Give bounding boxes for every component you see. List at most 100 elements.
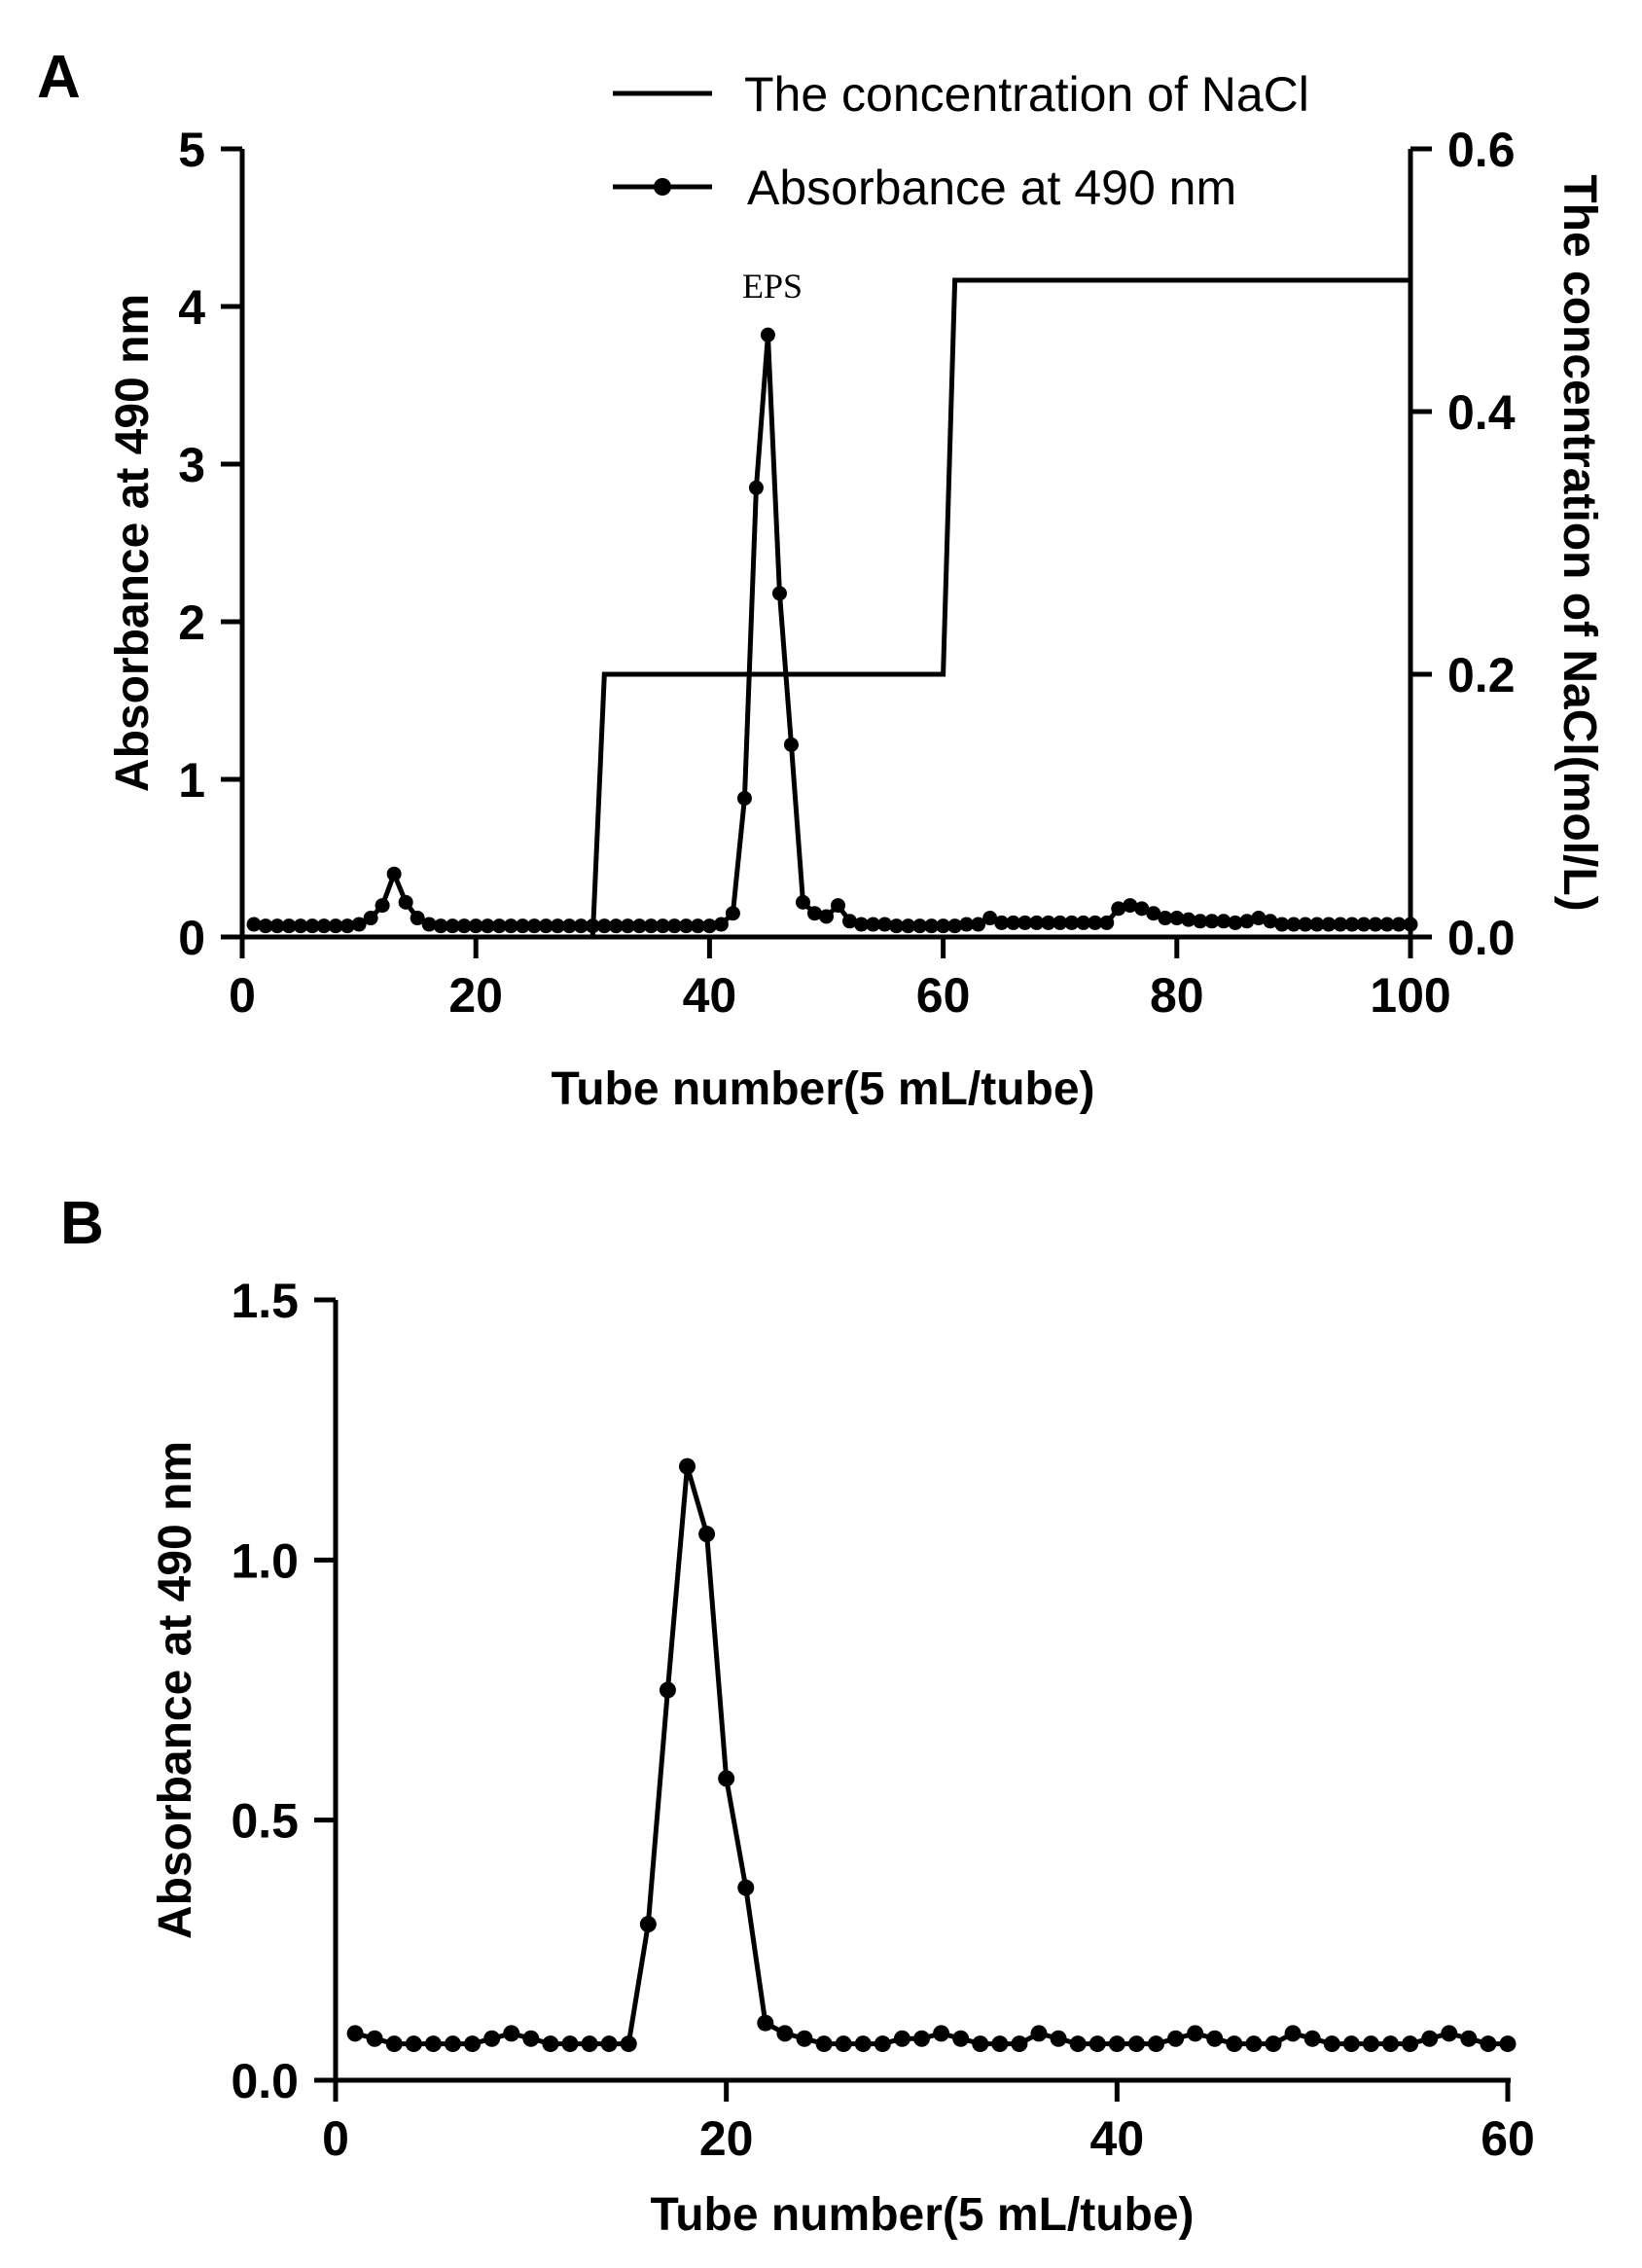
plot-area [246,277,1418,938]
data-point [982,911,998,926]
data-point [433,918,448,934]
data-point [375,898,390,914]
data-point [972,2035,989,2053]
data-point [1309,917,1325,932]
data-point [776,2025,794,2042]
data-point [526,918,542,934]
data-point [701,918,717,934]
data-point [1284,2025,1302,2042]
data-point [424,2035,442,2053]
y-tick-label: 4 [178,280,205,335]
data-point [659,1681,676,1699]
y2-tick-label: 0.2 [1447,648,1516,702]
data-point [480,918,495,934]
y-ticks: 0.0 0.5 1.0 1.5 [231,1274,336,2108]
data-point [889,918,905,934]
panel-label-a: A [37,44,81,111]
data-point [713,917,729,932]
data-point [581,2035,598,2053]
data-point [1499,2035,1517,2053]
data-point [600,2035,618,2053]
data-point [1041,915,1056,930]
y2-tick-label: 0.0 [1447,911,1516,965]
data-point [1148,2035,1164,2053]
data-point [994,915,1010,930]
data-point [405,2035,422,2053]
data-point [757,2014,774,2032]
legend: The concentration of NaCl Absorbance at … [613,67,1309,215]
data-point [842,914,858,929]
data-point [1011,2035,1028,2053]
x-ticks: 0 20 40 60 [322,2080,1535,2166]
y-tick-label: 0.0 [231,2054,299,2108]
y-axis-title-left: Absorbance at 490 nm [107,294,159,792]
data-point [1226,2035,1243,2053]
x-tick-label: 20 [448,968,503,1023]
legend-label-absorbance: Absorbance at 490 nm [747,161,1236,215]
data-point [386,866,402,882]
legend-marker-absorbance [654,178,671,196]
data-point [952,2030,970,2047]
data-point [1286,917,1302,932]
data-point [1069,2035,1087,2053]
data-point [737,1879,755,1896]
data-point [1167,2030,1185,2047]
data-point [877,917,893,932]
x-tick-label: 0 [322,2111,349,2166]
x-tick-label: 0 [229,968,256,1023]
data-point [1356,917,1372,932]
data-point [346,2025,364,2042]
data-point [1204,914,1220,929]
x-tick-label: 100 [1370,968,1450,1023]
data-point [561,2035,579,2053]
data-point [1127,2035,1145,2053]
data-point [1169,911,1185,926]
x-axis-title: Tube number(5 mL/tube) [650,2189,1194,2241]
data-point [363,911,378,926]
data-point [1050,2030,1067,2047]
data-point [936,918,951,934]
data-point [561,918,577,934]
data-point [503,918,518,934]
data-point [1099,915,1115,930]
data-point [269,918,285,934]
x-tick-label: 60 [1481,2111,1535,2166]
data-point [1362,2035,1379,2053]
data-point [573,918,589,934]
series-line-absorbance [253,332,1410,929]
data-point [874,2035,891,2053]
data-point [783,737,799,752]
x-tick-label: 40 [683,968,737,1023]
y-tick-label: 0 [178,911,205,965]
data-point [1303,2030,1321,2047]
peak-annotation: EPS [742,267,803,306]
data-point [1323,2035,1340,2053]
y-tick-label: 1.5 [231,1274,299,1328]
data-point [281,918,297,934]
data-point [620,2035,637,2053]
plot-area [346,1458,1517,2053]
data-point [328,918,343,934]
data-point [1030,2025,1048,2042]
data-point [1382,2035,1399,2053]
data-point [1053,915,1068,930]
data-point [725,906,740,921]
data-point [491,918,507,934]
data-point [522,2030,540,2047]
data-point [854,917,870,932]
data-point [1403,917,1418,932]
data-point [1344,917,1360,932]
data-point [385,2035,403,2053]
data-point [421,917,437,932]
data-point [410,911,425,926]
data-point [608,918,624,934]
data-point [901,918,916,934]
data-point [1441,2025,1458,2042]
data-point [655,918,670,934]
data-point [1321,917,1337,932]
data-point [1402,2035,1419,2053]
data-point [991,2035,1009,2053]
x-axis-title: Tube number(5 mL/tube) [551,1063,1094,1115]
data-point [483,2030,501,2047]
data-point [1239,914,1255,929]
